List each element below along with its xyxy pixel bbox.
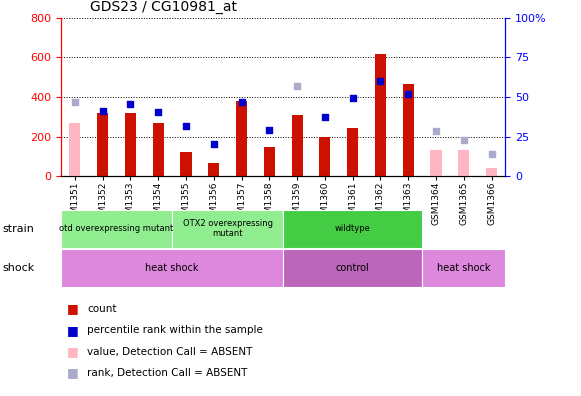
Point — [126, 101, 135, 107]
Text: strain: strain — [3, 224, 35, 234]
Point — [404, 91, 413, 97]
Bar — [61, 210, 172, 248]
Text: shock: shock — [3, 263, 35, 273]
Text: GDS23 / CG10981_at: GDS23 / CG10981_at — [90, 0, 237, 14]
Bar — [292, 115, 303, 176]
Bar — [431, 150, 442, 176]
Bar — [153, 123, 164, 176]
Bar — [172, 210, 283, 248]
Point — [320, 114, 329, 120]
Text: value, Detection Call = ABSENT: value, Detection Call = ABSENT — [87, 346, 253, 357]
Bar — [347, 128, 358, 176]
Bar — [422, 249, 505, 287]
Bar — [181, 152, 192, 176]
Text: wildtype: wildtype — [335, 224, 371, 233]
Text: heat shock: heat shock — [437, 263, 490, 273]
Bar — [320, 137, 331, 176]
Text: rank, Detection Call = ABSENT: rank, Detection Call = ABSENT — [87, 368, 248, 378]
Point — [181, 122, 191, 129]
Bar — [236, 101, 247, 176]
Text: ■: ■ — [67, 303, 78, 315]
Point — [209, 140, 218, 147]
Bar — [458, 150, 469, 176]
Bar — [486, 168, 497, 176]
Point — [153, 109, 163, 115]
Text: ■: ■ — [67, 367, 78, 379]
Bar — [69, 123, 80, 176]
Text: ■: ■ — [67, 324, 78, 337]
Point — [376, 78, 385, 84]
Point — [431, 128, 440, 134]
Point — [459, 136, 468, 143]
Bar — [61, 249, 284, 287]
Bar — [125, 113, 136, 176]
Bar — [97, 113, 108, 176]
Point — [98, 108, 107, 114]
Bar — [403, 84, 414, 176]
Point — [487, 151, 496, 158]
Point — [348, 95, 357, 101]
Text: control: control — [336, 263, 370, 273]
Bar — [283, 249, 422, 287]
Point — [292, 83, 302, 89]
Text: heat shock: heat shock — [145, 263, 199, 273]
Bar — [375, 54, 386, 176]
Text: ■: ■ — [67, 345, 78, 358]
Point — [237, 99, 246, 105]
Text: OTX2 overexpressing
mutant: OTX2 overexpressing mutant — [182, 219, 272, 238]
Bar — [264, 147, 275, 176]
Point — [265, 126, 274, 133]
Point — [70, 99, 80, 105]
Text: count: count — [87, 304, 117, 314]
Bar — [208, 163, 220, 176]
Text: percentile rank within the sample: percentile rank within the sample — [87, 325, 263, 335]
Bar — [283, 210, 422, 248]
Text: otd overexpressing mutant: otd overexpressing mutant — [59, 224, 174, 233]
